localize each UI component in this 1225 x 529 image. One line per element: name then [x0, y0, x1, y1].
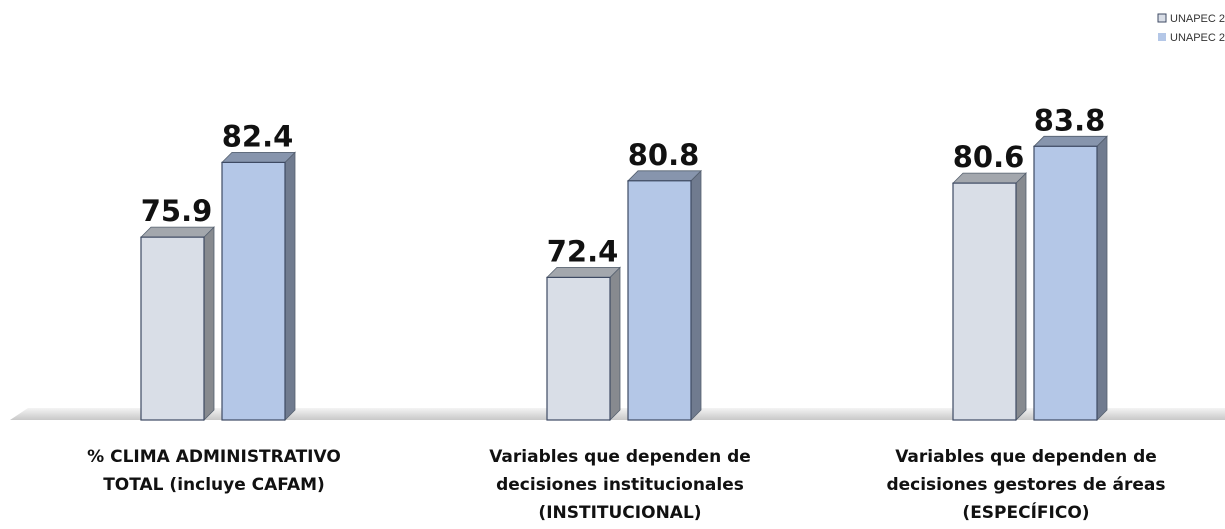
legend-swatch — [1157, 13, 1167, 23]
bar-top — [627, 170, 702, 182]
data-label: 80.8 — [628, 138, 700, 172]
data-label: 75.9 — [141, 194, 213, 228]
x-tick-label: Variables que dependen de — [489, 447, 751, 467]
x-tick-label: Variables que dependen de — [895, 447, 1157, 467]
x-tick-label: % CLIMA ADMINISTRATIVO — [87, 447, 341, 467]
data-label: 80.6 — [953, 140, 1025, 174]
bar-top — [952, 172, 1027, 184]
bar — [627, 180, 692, 421]
x-tick-label: (ESPECÍFICO) — [962, 501, 1089, 523]
bar — [952, 182, 1017, 421]
bar-side — [1015, 172, 1027, 421]
legend-swatch — [1158, 33, 1166, 41]
bar-side — [690, 169, 702, 421]
x-tick-label: TOTAL (incluye CAFAM) — [103, 475, 325, 495]
bar-side — [1096, 135, 1108, 421]
data-label: 83.8 — [1034, 103, 1106, 137]
legend-label: UNAPEC 2018 — [1170, 13, 1225, 25]
bar-top — [221, 151, 296, 163]
data-label: 72.4 — [547, 234, 619, 268]
legend-label: UNAPEC 2021 — [1170, 32, 1225, 44]
x-tick-label: decisiones gestores de áreas — [886, 475, 1165, 495]
bar-side — [203, 226, 215, 421]
x-tick-label: (INSTITUCIONAL) — [538, 503, 701, 523]
bar-top — [1033, 135, 1108, 147]
x-tick-label: decisiones institucionales — [496, 475, 744, 495]
bar-side — [609, 266, 621, 421]
bar-side — [284, 151, 296, 421]
bar-top — [546, 266, 621, 278]
bar-top — [140, 226, 215, 238]
bar — [546, 276, 611, 421]
bar — [1033, 145, 1098, 421]
data-label: 82.4 — [222, 119, 294, 153]
floor — [10, 408, 1225, 420]
bar — [221, 161, 286, 421]
bar — [140, 236, 205, 421]
